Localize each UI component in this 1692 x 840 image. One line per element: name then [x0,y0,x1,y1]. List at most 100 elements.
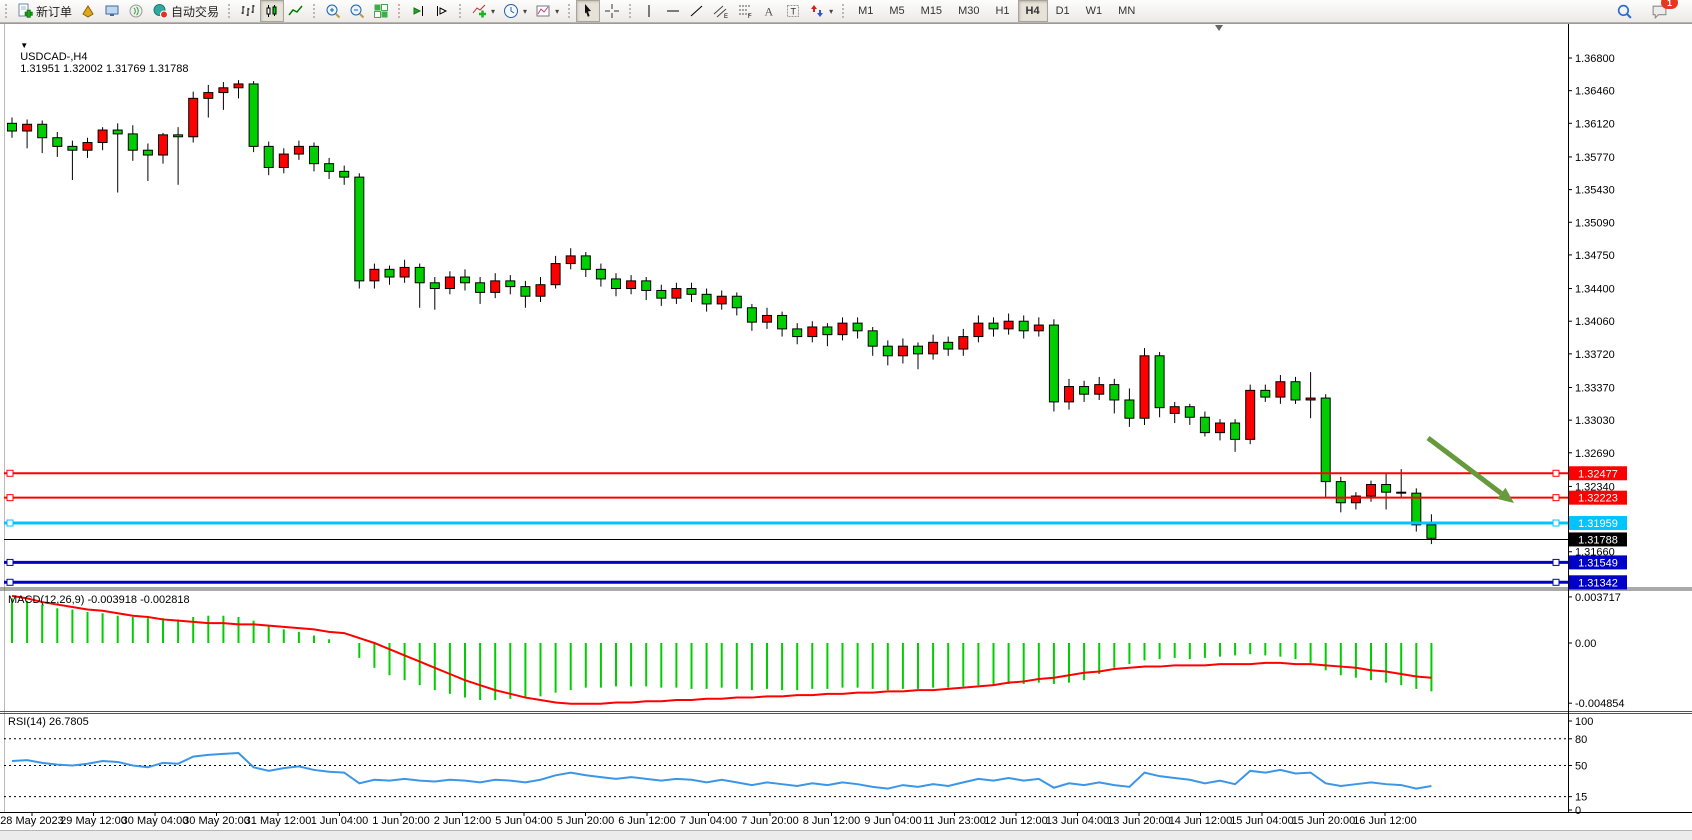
candle-body [807,326,818,338]
trend-arrow-annotation[interactable] [1426,436,1503,496]
text-label-button[interactable]: T [781,0,805,22]
line-chart-button[interactable] [284,0,308,22]
chart-shift-marker[interactable] [1215,25,1223,31]
line-handle[interactable] [1552,469,1560,477]
horizontal-line-button[interactable] [661,0,685,22]
templates-icon [535,3,551,19]
tf-button-d1[interactable]: D1 [1055,5,1070,17]
candle-chart-button[interactable] [260,0,285,22]
tf-button-mn[interactable]: MN [1118,5,1136,17]
bar-chart-icon [240,3,256,19]
candle-body [550,263,561,286]
new-order-button[interactable]: 新订单 [13,0,76,22]
tf-button-h1[interactable]: H1 [995,5,1010,17]
candle-body [535,284,546,297]
indicators-button[interactable]: ▾ [467,0,499,22]
time-axis-label: 28 May 2023 [0,815,64,827]
line-handle[interactable] [6,469,14,477]
zoom-out-button[interactable] [345,0,369,22]
sound-button[interactable] [124,0,148,22]
tf-button-m15[interactable]: M15 [920,5,943,17]
time-axis-label: 16 Jun 12:00 [1353,815,1417,827]
tf-button-m5[interactable]: M5 [889,5,905,17]
notification-badge: 1 [1661,0,1678,9]
zoom-in-button[interactable] [321,0,345,22]
macd-signal-line [11,594,1432,705]
candle-body [913,345,923,355]
line-handle[interactable] [1552,578,1560,586]
time-axis-label: 14 Jun 12:00 [1169,815,1233,827]
bar-chart-button[interactable] [236,0,260,22]
crosshair-button[interactable] [600,0,624,22]
line-handle[interactable] [6,558,14,566]
price-badge-label: 1.31342 [1578,577,1618,589]
candle-body [1396,491,1407,494]
vertical-line-button[interactable] [637,0,661,22]
time-axis-label: 13 Jun 04:00 [1046,815,1110,827]
tf-button-h4[interactable]: H4 [1017,0,1048,22]
fibonacci-button[interactable]: F [733,0,757,22]
toolbar-grip[interactable] [629,4,633,18]
price-badge-label: 1.31549 [1578,557,1618,569]
time-axis-label: 29 May 12:00 [60,815,127,827]
horizontal-lines[interactable] [4,469,1568,586]
autotrade-button[interactable]: 自动交易 [148,0,223,22]
templates-button[interactable]: ▾ [531,0,563,22]
candle-body [1366,484,1376,497]
line-handle[interactable] [1552,519,1560,527]
price-badge [1569,466,1627,481]
candle-body [490,280,501,293]
trendline-button[interactable] [685,0,709,22]
chart-shift-icon [434,3,450,19]
cursor-button[interactable] [576,0,601,22]
candle-body [1305,397,1316,401]
auto-scroll-button[interactable] [406,0,430,22]
text-button[interactable]: A [757,0,781,22]
trend-arrow-head[interactable] [1497,487,1514,503]
candle-body [671,288,682,299]
toolbar-grip[interactable] [313,4,317,18]
tf-button-m30[interactable]: M30 [958,5,980,17]
candle-body [52,137,63,147]
candle-body [324,163,335,172]
tf-button-w1[interactable]: W1 [1085,5,1103,17]
toolbar-grip[interactable] [842,4,846,18]
candle-body [641,280,652,291]
toolbar-grip[interactable] [568,4,572,18]
line-handle[interactable] [1552,558,1560,566]
channel-button[interactable]: E [709,0,733,22]
tile-windows-button[interactable] [369,0,393,22]
auto-scroll-icon [410,3,426,19]
candle-body [1350,495,1361,504]
candle-body [233,83,244,89]
line-handle[interactable] [6,519,14,527]
rsi-axis-label: 0 [1575,805,1581,817]
price-badge-label: 1.32477 [1578,468,1618,480]
arrows-button[interactable]: ▾ [805,0,837,22]
periods-button[interactable]: ▾ [499,0,531,22]
toolbar-grip[interactable] [398,4,402,18]
search-button[interactable] [1612,0,1637,22]
toolbar-grip[interactable] [228,4,232,18]
candle-body [203,92,214,99]
line-handle[interactable] [6,578,14,586]
toolbar-grip[interactable] [459,4,463,18]
candle-body [1381,484,1392,493]
trendline-icon [689,3,705,19]
cursor-icon [580,3,596,19]
collapse-triangle-icon[interactable]: ▼ [20,41,29,50]
chart-shift-button[interactable] [430,0,454,22]
tf-button-m1[interactable]: M1 [858,5,874,17]
line-handle[interactable] [1552,494,1560,502]
toolbar-grip[interactable] [5,4,9,18]
market-watch-button[interactable] [100,0,124,22]
price-tick-label: 1.33370 [1575,382,1615,394]
price-tick-label: 1.36460 [1575,86,1615,98]
profiles-button[interactable] [76,0,100,22]
notifications-button[interactable]: 1 [1647,0,1678,22]
price-tick-label: 1.35770 [1575,152,1615,164]
line-handle[interactable] [6,494,14,502]
candle-body [339,170,350,178]
candle-body [520,286,531,297]
